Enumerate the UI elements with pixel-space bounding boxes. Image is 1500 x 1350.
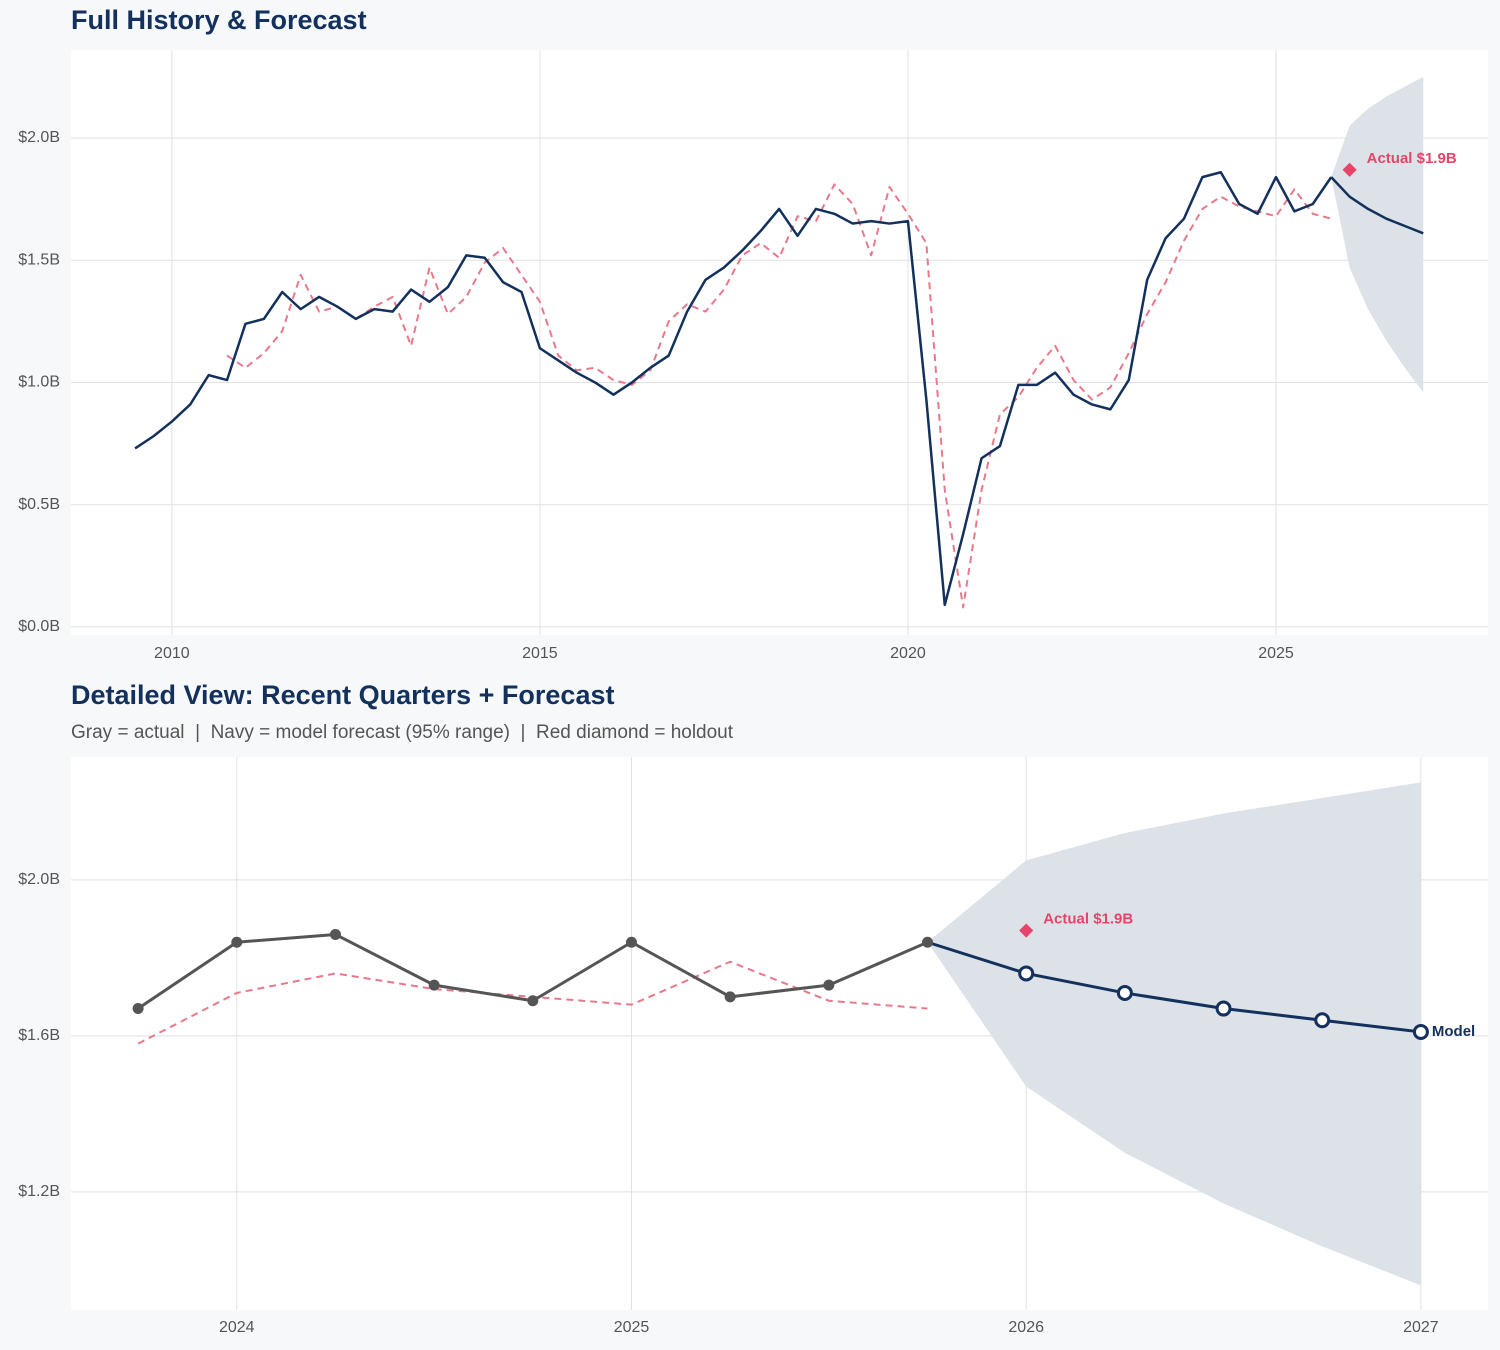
plot-area [71, 50, 1488, 635]
x-tick-label: 2026 [1008, 1319, 1044, 1336]
x-tick-label: 2020 [890, 645, 926, 662]
data-point [527, 995, 539, 1007]
data-point [329, 928, 341, 940]
y-tick-label: $2.0B [18, 871, 60, 888]
holdout-marker [1342, 162, 1357, 177]
data-point [1116, 984, 1133, 1001]
x-tick-label: 2024 [219, 1319, 255, 1336]
series-line [1330, 176, 1424, 235]
x-tick-label: 2010 [154, 645, 190, 662]
series-line [134, 170, 1333, 607]
x-tick-label: 2025 [1258, 645, 1294, 662]
data-point [428, 979, 440, 991]
series-line [226, 183, 1332, 609]
x-tick-label: 2025 [614, 1319, 650, 1336]
data-point [724, 991, 736, 1003]
y-tick-label: $0.5B [18, 496, 60, 513]
data-point [1314, 1012, 1331, 1029]
y-tick-label: $1.0B [18, 374, 60, 391]
end-label: Model [1432, 1023, 1475, 1040]
series-line [927, 940, 1422, 1034]
x-tick-label: 2027 [1403, 1319, 1439, 1336]
chart-title: Detailed View: Recent Quarters + Forecas… [71, 680, 614, 710]
forecast-band [927, 782, 1421, 1286]
y-tick-label: $1.6B [18, 1027, 60, 1044]
chart-title: Full History & Forecast [71, 5, 367, 35]
data-point [1412, 1023, 1429, 1040]
chart-subtitle: Gray = actual | Navy = model forecast (9… [71, 722, 734, 743]
x-tick-label: 2015 [522, 645, 558, 662]
holdout-label: Actual $1.9B [1367, 150, 1457, 167]
y-tick-label: $0.0B [18, 618, 60, 635]
data-point [625, 936, 637, 948]
data-point [823, 979, 835, 991]
data-point [1018, 965, 1035, 982]
forecast-band [1331, 76, 1424, 393]
data-point [1215, 1000, 1232, 1017]
y-tick-label: $1.5B [18, 251, 60, 268]
y-tick-label: $2.0B [18, 129, 60, 146]
y-tick-label: $1.2B [18, 1183, 60, 1200]
data-point [132, 1003, 144, 1015]
data-point [922, 936, 934, 948]
holdout-label: Actual $1.9B [1043, 911, 1133, 928]
data-point [231, 936, 243, 948]
